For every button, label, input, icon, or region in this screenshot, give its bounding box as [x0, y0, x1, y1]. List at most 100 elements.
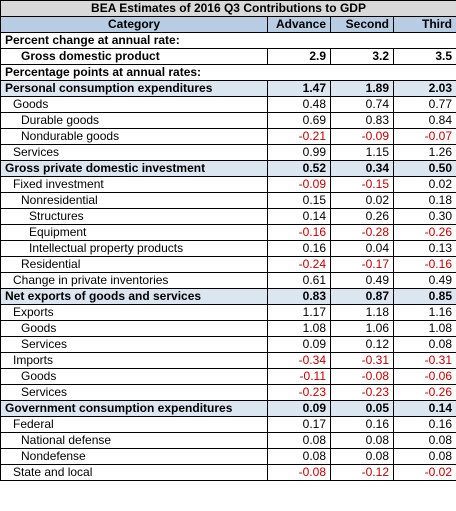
value-cell: 0.16	[330, 416, 394, 433]
value-cell: 0.13	[393, 240, 456, 257]
category-cell: Percent change at annual rate:	[0, 32, 456, 49]
category-cell: Imports	[0, 352, 268, 369]
header-cell: Category	[0, 16, 268, 33]
category-cell: Equipment	[0, 224, 268, 241]
table-row: Government consumption expenditures 0.09 0…	[0, 400, 456, 417]
category-cell: Durable goods	[0, 112, 268, 129]
table-row: Nondefense 0.08 0.08 0.08	[0, 448, 456, 465]
category-cell: Government consumption expenditures	[0, 400, 268, 417]
value-cell: 0.99	[267, 144, 331, 161]
category-cell: Goods	[0, 368, 268, 385]
category-cell: Change in private inventories	[0, 272, 268, 289]
table-row: Services 0.99 1.15 1.26	[0, 144, 456, 161]
value-cell: 0.08	[330, 448, 394, 465]
header-cell: Third	[393, 16, 456, 33]
value-cell: 1.15	[330, 144, 394, 161]
category-cell: Services	[0, 144, 268, 161]
value-cell: 0.52	[267, 160, 331, 177]
table-row: Residential -0.24 -0.17 -0.16	[0, 256, 456, 273]
value-cell: 0.61	[267, 272, 331, 289]
title-row: BEA Estimates of 2016 Q3 Contributions t…	[0, 0, 456, 17]
value-cell: -0.09	[267, 176, 331, 193]
category-cell: Services	[0, 384, 268, 401]
value-cell: 0.30	[393, 208, 456, 225]
value-cell: 0.08	[393, 336, 456, 353]
value-cell: 0.02	[393, 176, 456, 193]
table-row: Exports 1.17 1.18 1.16	[0, 304, 456, 321]
category-cell: Nondurable goods	[0, 128, 268, 145]
value-cell: 0.15	[267, 192, 331, 209]
table-row: Intellectual property products 0.16 0.04 0.…	[0, 240, 456, 257]
value-cell: 0.26	[330, 208, 394, 225]
table-row: Gross domestic product 2.9 3.2 3.5	[0, 48, 456, 65]
value-cell: -0.23	[267, 384, 331, 401]
value-cell: 1.16	[393, 304, 456, 321]
value-cell: -0.21	[267, 128, 331, 145]
value-cell: 0.09	[267, 336, 331, 353]
value-cell: 1.08	[267, 320, 331, 337]
value-cell: 0.83	[330, 112, 394, 129]
table-row: Equipment -0.16 -0.28 -0.26	[0, 224, 456, 241]
value-cell: -0.23	[330, 384, 394, 401]
table-body: Percent change at annual rate: Gross dome…	[0, 32, 456, 481]
value-cell: 0.18	[393, 192, 456, 209]
value-cell: 0.08	[267, 432, 331, 449]
value-cell: -0.11	[267, 368, 331, 385]
category-cell: Gross private domestic investment	[0, 160, 268, 177]
category-cell: Goods	[0, 320, 268, 337]
value-cell: 0.84	[393, 112, 456, 129]
table-row: Goods 1.08 1.06 1.08	[0, 320, 456, 337]
value-cell: 0.08	[393, 448, 456, 465]
value-cell: 0.74	[330, 96, 394, 113]
value-cell: 0.05	[330, 400, 394, 417]
category-cell: Personal consumption expenditures	[0, 80, 268, 97]
value-cell: 3.2	[330, 48, 394, 65]
value-cell: 1.18	[330, 304, 394, 321]
value-cell: 0.08	[393, 432, 456, 449]
category-cell: Percentage points at annual rates:	[0, 64, 456, 81]
value-cell: 0.08	[267, 448, 331, 465]
category-cell: Residential	[0, 256, 268, 273]
value-cell: -0.09	[330, 128, 394, 145]
value-cell: -0.28	[330, 224, 394, 241]
value-cell: -0.26	[393, 384, 456, 401]
value-cell: 0.69	[267, 112, 331, 129]
table-row: Percentage points at annual rates:	[0, 64, 456, 81]
category-cell: Intellectual property products	[0, 240, 268, 257]
table-row: Durable goods 0.69 0.83 0.84	[0, 112, 456, 129]
category-cell: Fixed investment	[0, 176, 268, 193]
category-cell: Goods	[0, 96, 268, 113]
value-cell: 0.16	[267, 240, 331, 257]
value-cell: 0.49	[330, 272, 394, 289]
value-cell: 0.04	[330, 240, 394, 257]
table-row: Change in private inventories 0.61 0.49 0.4…	[0, 272, 456, 289]
value-cell: -0.16	[267, 224, 331, 241]
table-row: Gross private domestic investment 0.52 0.3…	[0, 160, 456, 177]
value-cell: 1.08	[393, 320, 456, 337]
value-cell: 0.14	[393, 400, 456, 417]
category-cell: Net exports of goods and services	[0, 288, 268, 305]
value-cell: -0.12	[330, 464, 394, 481]
value-cell: 0.09	[267, 400, 331, 417]
table-row: Goods 0.48 0.74 0.77	[0, 96, 456, 113]
value-cell: 0.87	[330, 288, 394, 305]
category-cell: State and local	[0, 464, 268, 481]
table-row: Percent change at annual rate:	[0, 32, 456, 49]
table-row: National defense 0.08 0.08 0.08	[0, 432, 456, 449]
value-cell: -0.02	[393, 464, 456, 481]
table-row: Nonresidential 0.15 0.02 0.18	[0, 192, 456, 209]
value-cell: -0.08	[267, 464, 331, 481]
value-cell: 0.17	[267, 416, 331, 433]
value-cell: 3.5	[393, 48, 456, 65]
table-row: Net exports of goods and services 0.83 0.8…	[0, 288, 456, 305]
table-row: Structures 0.14 0.26 0.30	[0, 208, 456, 225]
value-cell: -0.31	[330, 352, 394, 369]
value-cell: 1.17	[267, 304, 331, 321]
value-cell: 2.9	[267, 48, 331, 65]
value-cell: 0.85	[393, 288, 456, 305]
value-cell: -0.16	[393, 256, 456, 273]
table-row: Imports -0.34 -0.31 -0.31	[0, 352, 456, 369]
table-row: State and local -0.08 -0.12 -0.02	[0, 464, 456, 481]
table-row: Personal consumption expenditures 1.47 1.8…	[0, 80, 456, 97]
category-cell: Structures	[0, 208, 268, 225]
